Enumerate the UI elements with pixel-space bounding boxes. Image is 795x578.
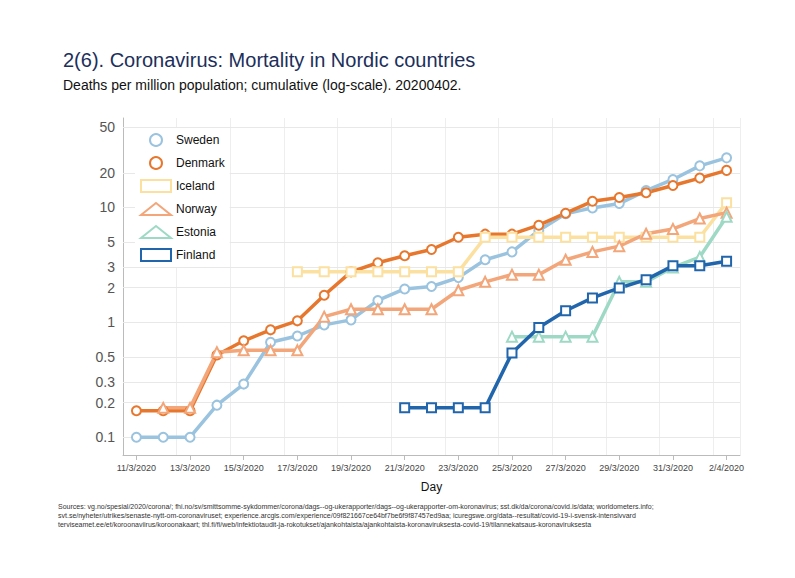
svg-text:Sweden: Sweden [176,133,219,147]
svg-text:Estonia: Estonia [176,225,216,239]
svg-text:Denmark: Denmark [176,156,226,170]
svg-text:1: 1 [107,314,115,330]
svg-text:svt.se/nyheter/utrikes/senaste: svt.se/nyheter/utrikes/senaste-nytt-om-c… [58,512,636,520]
svg-text:5: 5 [107,234,115,250]
svg-text:27/3/2020: 27/3/2020 [546,463,586,473]
svg-text:terviseamet.ee/et/koroonaviiru: terviseamet.ee/et/koroonaviirus/koroonak… [58,521,591,529]
svg-text:17/3/2020: 17/3/2020 [277,463,317,473]
svg-text:Day: Day [421,480,442,494]
svg-text:0.1: 0.1 [96,429,116,445]
svg-text:3: 3 [107,259,115,275]
svg-text:29/3/2020: 29/3/2020 [599,463,639,473]
svg-text:2(6). Coronavirus: Mortality i: 2(6). Coronavirus: Mortality in Nordic c… [63,49,475,71]
svg-text:2/4/2020: 2/4/2020 [709,463,744,473]
svg-text:Norway: Norway [176,202,217,216]
svg-text:Deaths per million population;: Deaths per million population; cumulativ… [63,77,461,93]
svg-text:0.5: 0.5 [96,349,116,365]
svg-text:13/3/2020: 13/3/2020 [170,463,210,473]
svg-text:0.2: 0.2 [96,395,116,411]
svg-text:19/3/2020: 19/3/2020 [331,463,371,473]
svg-text:Finland: Finland [176,248,215,262]
svg-text:15/3/2020: 15/3/2020 [224,463,264,473]
svg-text:Iceland: Iceland [176,179,215,193]
svg-text:20: 20 [99,165,115,181]
svg-text:50: 50 [99,119,115,135]
svg-text:23/3/2020: 23/3/2020 [438,463,478,473]
svg-text:21/3/2020: 21/3/2020 [385,463,425,473]
svg-text:0.3: 0.3 [96,374,116,390]
svg-text:31/3/2020: 31/3/2020 [653,463,693,473]
svg-text:11/3/2020: 11/3/2020 [117,463,156,473]
svg-text:25/3/2020: 25/3/2020 [492,463,532,473]
svg-text:Sources: vg.no/spesial/2020/co: Sources: vg.no/spesial/2020/corona/; fhi… [58,503,654,511]
svg-text:10: 10 [99,199,115,215]
svg-text:2: 2 [107,280,115,296]
